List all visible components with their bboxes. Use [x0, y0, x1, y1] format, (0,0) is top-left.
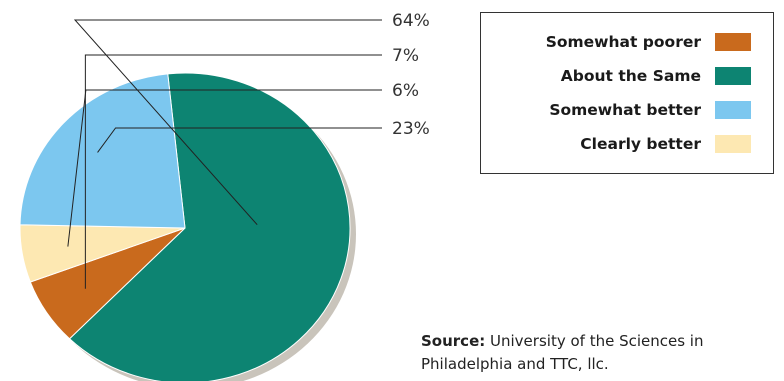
legend-label: About the Same: [560, 67, 701, 85]
source-text: University of the Sciences in Philadelph…: [421, 332, 704, 373]
pie-slices: [19, 72, 356, 381]
legend-label: Somewhat poorer: [545, 33, 701, 51]
legend-item-somewhat-better: Somewhat better: [549, 99, 751, 121]
legend-swatch: [715, 33, 751, 51]
legend-item-about-the-same: About the Same: [561, 65, 751, 87]
leader-lines: [67, 19, 382, 289]
leader-line: [73, 19, 382, 226]
legend-swatch: [715, 67, 751, 85]
source-label: Source:: [421, 332, 486, 350]
legend-swatch: [715, 135, 751, 153]
legend-label: Clearly better: [580, 135, 701, 153]
percent-label: 23%: [392, 119, 430, 139]
legend: Somewhat poorer About the Same Somewhat …: [480, 12, 774, 174]
leader-line: [84, 54, 382, 289]
pie-slice-somewhat-better: [19, 73, 186, 229]
percent-labels: 64% 7% 6% 23%: [392, 11, 430, 139]
leader-line: [97, 127, 382, 153]
source-note: Source: University of the Sciences in Ph…: [421, 330, 784, 376]
legend-swatch: [715, 101, 751, 119]
percent-label: 7%: [392, 46, 419, 66]
percent-label: 6%: [392, 81, 419, 101]
leader-line: [67, 89, 382, 247]
legend-item-somewhat-poorer: Somewhat poorer: [546, 31, 751, 53]
legend-label: Somewhat better: [549, 101, 701, 119]
percent-label: 64%: [392, 11, 430, 31]
legend-item-clearly-better: Clearly better: [580, 133, 751, 155]
